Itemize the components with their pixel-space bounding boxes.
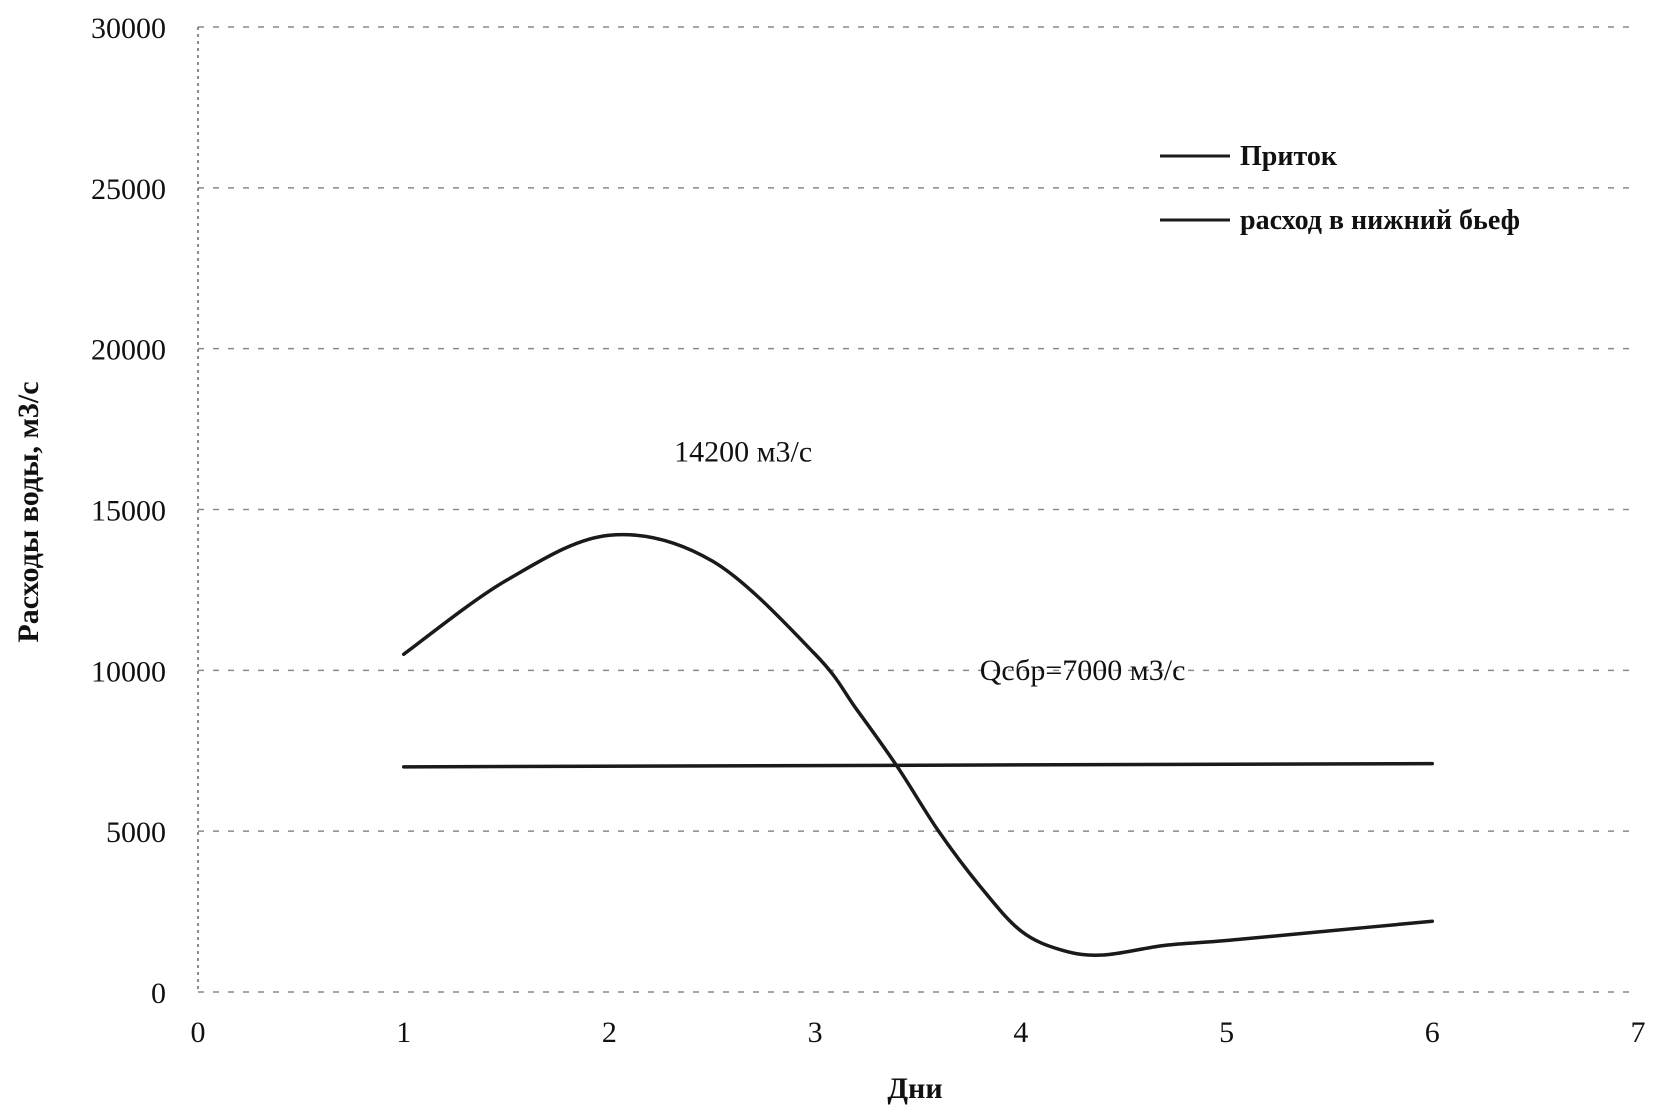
series-layer <box>401 532 1435 957</box>
axis-layer: 0 5000 10000 15000 20000 25000 30000 0 1 2 3 4 5 6 7 <box>91 12 1646 1049</box>
legend: Приток расход в нижний бьеф <box>1160 141 1520 236</box>
y-tick-label: 0 <box>151 977 166 1010</box>
series-line-2 <box>401 761 1435 769</box>
legend-label-2: расход в нижний бьеф <box>1240 205 1520 236</box>
y-axis-title: Расходы воды, м3/с <box>12 381 45 642</box>
series-line-1 <box>401 532 1435 957</box>
x-tick-label: 0 <box>191 1016 206 1049</box>
x-axis-title: Дни <box>887 1072 942 1105</box>
x-tick-label: 5 <box>1219 1016 1234 1049</box>
annotation-layer: 14200 м3/с Qсбр=7000 м3/с <box>674 435 1185 687</box>
legend-label-1: Приток <box>1240 141 1338 172</box>
y-tick-label: 5000 <box>106 816 166 849</box>
annotation-label-2: Qсбр=7000 м3/с <box>980 654 1186 687</box>
y-tick-label: 20000 <box>91 334 166 367</box>
y-tick-label: 30000 <box>91 12 166 45</box>
x-tick-label: 1 <box>396 1016 411 1049</box>
x-tick-label: 7 <box>1631 1016 1646 1049</box>
annotation-label-1: 14200 м3/с <box>674 435 812 468</box>
x-tick-label: 6 <box>1425 1016 1440 1049</box>
x-tick-label: 4 <box>1013 1016 1028 1049</box>
x-tick-label: 3 <box>808 1016 823 1049</box>
y-tick-label: 10000 <box>91 655 166 688</box>
grid-layer <box>198 26 1638 993</box>
y-tick-label: 15000 <box>91 495 166 528</box>
x-tick-label: 2 <box>602 1016 617 1049</box>
y-tick-label: 25000 <box>91 173 166 206</box>
